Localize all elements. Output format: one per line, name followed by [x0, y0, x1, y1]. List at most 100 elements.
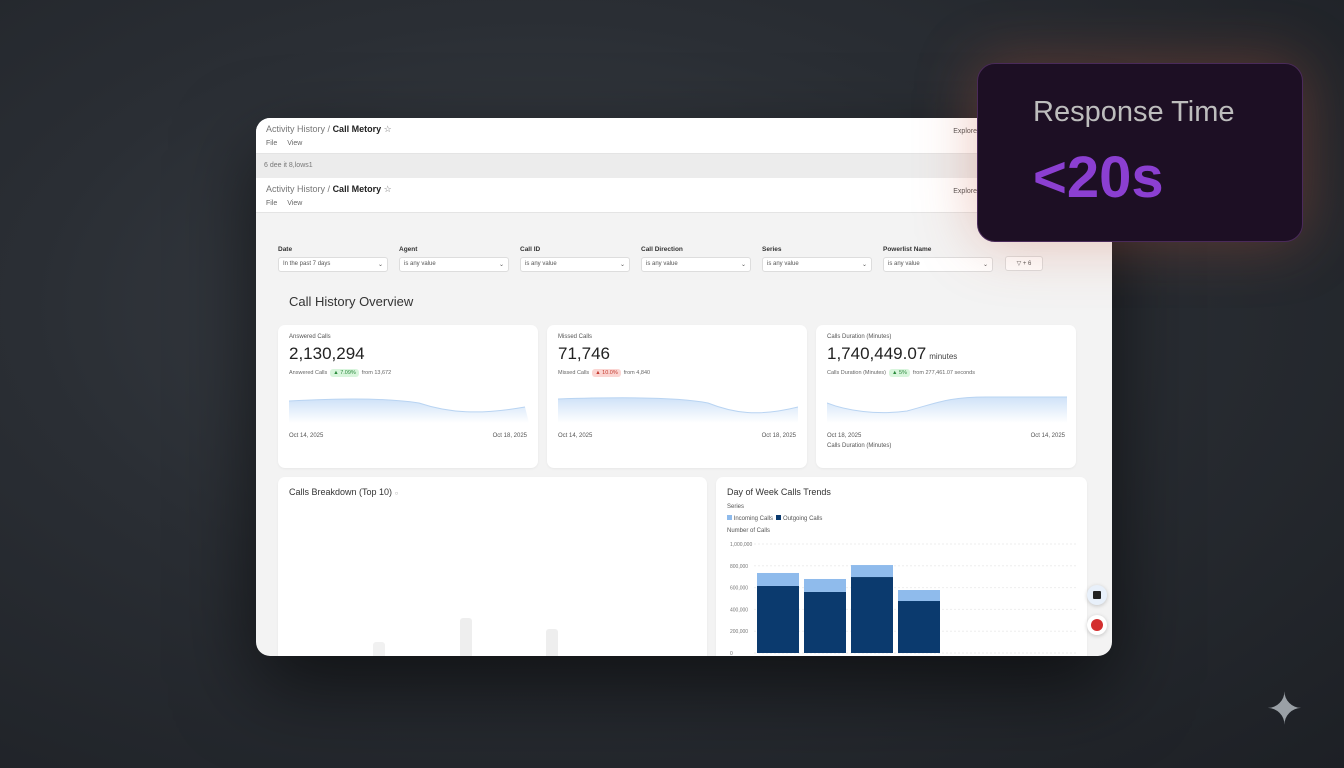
- chat-button[interactable]: [1087, 585, 1107, 605]
- filter-4: Series is any value ⌄: [762, 246, 872, 272]
- filter-select[interactable]: is any value ⌄: [520, 257, 630, 272]
- breadcrumb-parent[interactable]: Activity History: [266, 184, 326, 194]
- chevron-down-icon: ⌄: [498, 262, 504, 268]
- chevron-down-icon: ⌄: [861, 262, 867, 268]
- chevron-down-icon: ⌄: [377, 262, 383, 268]
- breakdown-panel: Calls Breakdown (Top 10) ○: [278, 477, 707, 656]
- app-window: Activity History / Call Metory ☆ File Vie…: [256, 118, 1112, 656]
- menu-file[interactable]: File: [266, 140, 278, 147]
- menu-file[interactable]: File: [266, 200, 278, 207]
- bar-incoming[interactable]: [757, 572, 799, 586]
- robot-icon: [1091, 619, 1103, 631]
- breadcrumb-sep: /: [327, 124, 331, 134]
- breadcrumb-current: Call Metory: [332, 124, 382, 134]
- bar-outgoing[interactable]: [898, 601, 940, 653]
- filter-label: Agent: [399, 246, 418, 253]
- header: Activity History / Call Metory ☆ File Vie…: [256, 118, 1112, 154]
- placeholder-bar: [546, 629, 558, 656]
- panel-title: Calls Breakdown (Top 10): [289, 487, 393, 497]
- y-tick-label: 0: [730, 651, 733, 656]
- filter-label: Call Direction: [641, 246, 683, 253]
- filter-bar: Date In the past 7 days ⌄ Agent is any value…: [278, 246, 993, 272]
- filter-select[interactable]: is any value ⌄: [399, 257, 509, 272]
- more-filters-count: + 6: [1022, 261, 1032, 267]
- sparkline-line: [827, 396, 1067, 414]
- page-title: Call History Overview: [289, 294, 414, 309]
- sparkle-icon: ✦: [1266, 685, 1303, 734]
- bar-incoming[interactable]: [851, 565, 893, 578]
- sparkline: [289, 398, 529, 423]
- y-axis-label: Number of Calls: [727, 528, 771, 534]
- filter-select[interactable]: is any value ⌄: [641, 257, 751, 272]
- bar-incoming[interactable]: [898, 589, 940, 602]
- bar-outgoing[interactable]: [804, 591, 846, 653]
- kpi-from: from 13,672: [361, 370, 392, 376]
- filter-value: is any value: [525, 261, 557, 267]
- filter-0: Date In the past 7 days ⌄: [278, 246, 388, 272]
- sparkline-area: [827, 397, 1067, 423]
- y-tick-label: 1,000,000: [730, 542, 752, 548]
- stacked-bar-chart: 0 200,000 400,000 600,000 800,000 1,000,000: [730, 542, 1076, 656]
- kpi-label: Answered Calls: [289, 334, 331, 340]
- placeholder-bar: [460, 618, 472, 656]
- strip-text: 6 dee it 8,lows1: [264, 162, 313, 169]
- date-end: Oct 14, 2025: [1030, 433, 1065, 439]
- filter-3: Call Direction is any value ⌄: [641, 246, 751, 272]
- bar-outgoing[interactable]: [851, 577, 893, 653]
- chart-title: Day of Week Calls Trends: [727, 487, 831, 497]
- change-badge: ▲ 10.0%: [592, 369, 621, 377]
- sparkline-area: [289, 399, 529, 423]
- y-tick-label: 600,000: [730, 586, 748, 592]
- y-tick-label: 200,000: [730, 629, 748, 635]
- menu-view[interactable]: View: [287, 200, 303, 207]
- filter-2: Call ID is any value ⌄: [520, 246, 630, 272]
- date-start: Oct 18, 2025: [827, 433, 862, 439]
- chevron-down-icon: ⌄: [740, 262, 746, 268]
- legend: Incoming Calls Outgoing Calls: [727, 515, 822, 522]
- date-start: Oct 14, 2025: [289, 433, 324, 439]
- filter-value: is any value: [888, 261, 920, 267]
- filter-value: is any value: [646, 261, 678, 267]
- date-start: Oct 14, 2025: [558, 433, 593, 439]
- explore-button[interactable]: Explore: [953, 128, 977, 135]
- star-icon[interactable]: ☆: [383, 124, 392, 134]
- chevron-down-icon: ⌄: [619, 262, 625, 268]
- filter-label: Powerlist Name: [883, 246, 932, 253]
- filter-value: is any value: [767, 261, 799, 267]
- filter-1: Agent is any value ⌄: [399, 246, 509, 272]
- change-badge: ▲ 7.09%: [330, 369, 359, 377]
- bar-outgoing[interactable]: [757, 585, 799, 653]
- status-strip: 6 dee it 8,lows1: [256, 154, 1112, 178]
- filter-label: Date: [278, 246, 293, 253]
- filter-value: In the past 7 days: [283, 261, 331, 267]
- kpi-card: Missed Calls 71,746 Missed Calls ▲ 10.0% f…: [547, 325, 807, 468]
- legend-incoming[interactable]: Incoming Calls: [733, 516, 774, 522]
- bar-incoming[interactable]: [804, 578, 846, 592]
- info-icon[interactable]: ○: [394, 491, 399, 497]
- filter-select[interactable]: is any value ⌄: [762, 257, 872, 272]
- change-badge: ▲ 5%: [889, 369, 910, 377]
- kpi-from: from 4,840: [623, 370, 651, 376]
- filter-select[interactable]: is any value ⌄: [883, 257, 993, 272]
- explore-button[interactable]: Explore: [953, 188, 977, 195]
- kpi-sub-label: Missed Calls: [558, 370, 590, 376]
- legend-outgoing[interactable]: Outgoing Calls: [783, 516, 823, 522]
- placeholder-bar: [373, 642, 385, 656]
- chat-icon: [1093, 591, 1101, 599]
- kpi-label: Calls Duration (Minutes): [827, 334, 892, 340]
- assistant-bot-button[interactable]: [1087, 615, 1107, 635]
- header-secondary: Activity History / Call Metory ☆ File Vie…: [256, 178, 1112, 213]
- kpi-value: 2,130,294: [289, 344, 365, 363]
- breadcrumb: Activity History / Call Metory ☆: [266, 124, 1102, 135]
- menu-view[interactable]: View: [287, 140, 303, 147]
- filter-label: Series: [762, 246, 782, 253]
- filter-select[interactable]: In the past 7 days ⌄: [278, 257, 388, 272]
- y-tick-label: 400,000: [730, 607, 748, 613]
- breadcrumb-sep: /: [327, 184, 331, 194]
- filter-value: is any value: [404, 261, 436, 267]
- kpi-card: Answered Calls 2,130,294 Answered Calls ▲…: [278, 325, 538, 468]
- breadcrumb-parent[interactable]: Activity History: [266, 124, 326, 134]
- more-filters-button[interactable]: ▽ + 6: [1005, 256, 1043, 271]
- star-icon[interactable]: ☆: [383, 184, 392, 194]
- legend-swatch: [776, 515, 782, 520]
